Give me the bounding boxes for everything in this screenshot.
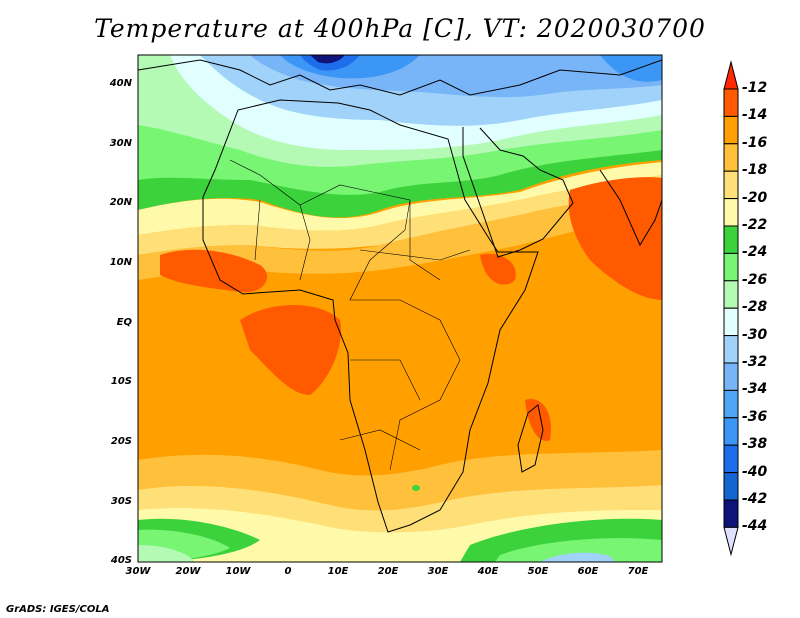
contour-red-east <box>568 177 662 300</box>
y-tick-label: 10S <box>110 376 132 387</box>
y-tick-label: EQ <box>116 317 132 328</box>
colorbar-swatch <box>723 389 739 419</box>
x-tick-label: 20E <box>377 566 399 577</box>
temperature-field <box>138 55 662 562</box>
colorbar-swatch <box>723 499 739 528</box>
x-tick-label: 60E <box>577 566 599 577</box>
colorbar-label: -32 <box>742 354 768 370</box>
colorbar-swatch <box>723 143 739 172</box>
y-tick-label: 20S <box>110 436 132 447</box>
colorbar-label: -26 <box>742 271 768 288</box>
colorbar-label: -24 <box>742 244 768 261</box>
europe-coast <box>138 59 662 96</box>
borders <box>229 159 471 471</box>
arabia-outline <box>462 127 574 258</box>
colorbar-swatch <box>723 362 739 391</box>
plot-frame <box>137 54 663 563</box>
colorbar <box>723 60 739 557</box>
colorbar-swatch <box>723 170 739 200</box>
colorbar-swatch <box>723 198 739 227</box>
india-coast <box>599 169 662 247</box>
footer-credit: GrADS: IGES/COLA <box>6 604 110 615</box>
colorbar-label: -30 <box>742 326 768 343</box>
colorbar-swatch <box>723 335 739 364</box>
x-tick-label: 50E <box>527 566 549 577</box>
africa-outline <box>202 99 539 533</box>
colorbar-label: -20 <box>742 189 768 206</box>
madagascar-outline <box>517 404 544 473</box>
contour-red-central <box>240 305 341 395</box>
colorbar-swatch <box>723 88 739 117</box>
colorbar-label: -40 <box>742 463 768 480</box>
colorbar-over-arrow <box>723 60 739 90</box>
colorbar-label: -28 <box>742 299 768 316</box>
x-tick-label: 10E <box>327 566 349 577</box>
x-tick-label: 30E <box>427 566 449 577</box>
y-tick-label: 30S <box>110 496 132 507</box>
x-tick-label: 20W <box>175 566 201 577</box>
chart-title: Temperature at 400hPa [C], VT: 202003070… <box>94 14 706 43</box>
colorbar-swatch <box>723 307 739 337</box>
x-tick-label: 0 <box>284 566 292 577</box>
colorbar-swatch <box>723 444 739 474</box>
colorbar-label: -36 <box>742 408 768 425</box>
colorbar-label: -22 <box>742 217 768 233</box>
contour-paleyellow <box>138 162 662 235</box>
x-tick-label: 30W <box>125 566 151 577</box>
y-tick-label: 30N <box>109 138 132 149</box>
colorbar-label: -12 <box>742 80 768 96</box>
colorbar-label: -16 <box>742 134 768 151</box>
y-tick-label: 40S <box>110 555 132 566</box>
coastlines <box>138 59 662 533</box>
colorbar-swatch <box>723 417 739 446</box>
y-tick-label: 20N <box>109 197 132 208</box>
x-tick-label: 10W <box>225 566 251 577</box>
colorbar-label: -44 <box>742 518 768 535</box>
colorbar-label: -18 <box>742 162 768 179</box>
colorbar-swatch <box>723 225 739 254</box>
y-tick-label: 40N <box>109 78 132 89</box>
contour-red-west <box>160 249 268 293</box>
contour-lightorange <box>138 190 662 280</box>
colorbar-swatch <box>723 472 739 501</box>
colorbar-label: -38 <box>742 436 768 453</box>
contour-yellow <box>138 175 662 255</box>
x-tick-label: 40E <box>477 566 499 577</box>
y-tick-label: 10N <box>109 257 132 268</box>
x-tick-label: 70E <box>627 566 649 577</box>
colorbar-under-arrow <box>723 526 739 557</box>
colorbar-label: -42 <box>742 491 768 507</box>
colorbar-swatch <box>723 280 739 309</box>
colorbar-label: -34 <box>742 381 768 398</box>
colorbar-swatch <box>723 252 739 282</box>
colorbar-swatch <box>723 115 739 145</box>
colorbar-label: -14 <box>742 107 768 124</box>
